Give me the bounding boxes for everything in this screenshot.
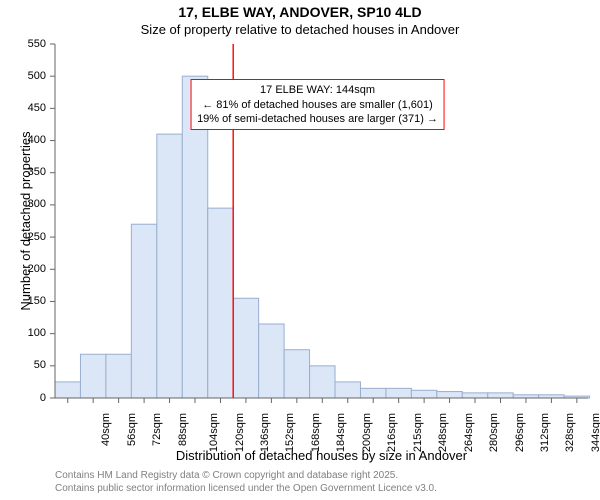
- y-tick-label: 250: [0, 231, 46, 243]
- x-tick-label: 280sqm: [488, 413, 500, 452]
- x-tick-label: 168sqm: [310, 413, 322, 452]
- x-tick-label: 56sqm: [126, 413, 138, 446]
- x-tick-label: 312sqm: [539, 413, 551, 452]
- annotation-box: 17 ELBE WAY: 144sqm ← 81% of detached ho…: [190, 79, 445, 130]
- y-tick-label: 500: [0, 70, 46, 82]
- x-tick-label: 152sqm: [285, 413, 297, 452]
- annotation-line-3: 19% of semi-detached houses are larger (…: [197, 112, 438, 126]
- x-tick-label: 200sqm: [361, 413, 373, 452]
- x-tick-label: 328sqm: [565, 413, 577, 452]
- y-tick-label: 200: [0, 263, 46, 275]
- x-tick-label: 72sqm: [151, 413, 163, 446]
- annotation-line-2: ← 81% of detached houses are smaller (1,…: [197, 98, 438, 112]
- x-tick-label: 296sqm: [514, 413, 526, 452]
- chart-title-address: 17, ELBE WAY, ANDOVER, SP10 4LD: [0, 4, 600, 20]
- x-tick-label: 248sqm: [437, 413, 449, 452]
- x-tick-label: 40sqm: [100, 413, 112, 446]
- x-tick-label: 104sqm: [208, 413, 220, 452]
- footer-line-1: Contains HM Land Registry data © Crown c…: [55, 470, 437, 483]
- y-tick-label: 400: [0, 134, 46, 146]
- y-tick-label: 300: [0, 198, 46, 210]
- x-tick-label: 216sqm: [386, 413, 398, 452]
- footer-line-2: Contains public sector information licen…: [55, 483, 437, 496]
- x-tick-label: 215sqm: [412, 413, 424, 452]
- x-tick-label: 88sqm: [177, 413, 189, 446]
- y-tick-label: 550: [0, 38, 46, 50]
- x-tick-label: 344sqm: [590, 413, 600, 452]
- chart-title-desc: Size of property relative to detached ho…: [0, 22, 600, 37]
- x-tick-label: 264sqm: [463, 413, 475, 452]
- y-tick-label: 450: [0, 102, 46, 114]
- y-tick-label: 50: [0, 359, 46, 371]
- y-tick-label: 350: [0, 166, 46, 178]
- annotation-line-1: 17 ELBE WAY: 144sqm: [197, 83, 438, 97]
- x-tick-label: 184sqm: [335, 413, 347, 452]
- y-tick-label: 0: [0, 392, 46, 404]
- y-tick-label: 100: [0, 327, 46, 339]
- x-tick-label: 136sqm: [259, 413, 271, 452]
- attribution-footer: Contains HM Land Registry data © Crown c…: [55, 470, 437, 495]
- y-tick-label: 150: [0, 295, 46, 307]
- y-axis-label: Number of detached properties: [18, 44, 33, 398]
- x-tick-label: 120sqm: [234, 413, 246, 452]
